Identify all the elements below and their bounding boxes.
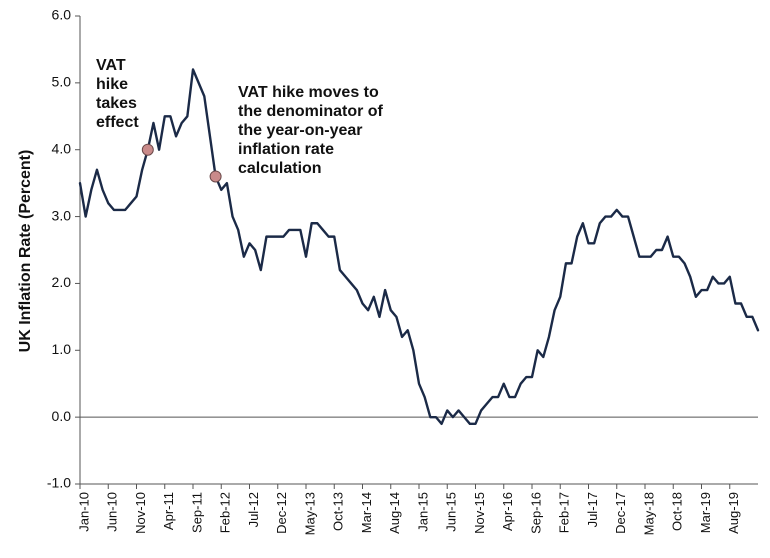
x-tick-label: Jun-15 bbox=[444, 492, 459, 532]
x-tick-label: Oct-13 bbox=[331, 492, 346, 531]
x-tick-label: Apr-11 bbox=[161, 492, 176, 530]
annotation-text: VAT hike takes effect bbox=[96, 57, 139, 131]
y-tick-label: 2.0 bbox=[52, 274, 72, 290]
x-tick-label: Feb-12 bbox=[218, 492, 233, 533]
y-tick-label: -1.0 bbox=[47, 475, 71, 491]
x-tick-label: Mar-14 bbox=[359, 492, 374, 533]
annotation-text: VAT hike moves to the denominator of the y… bbox=[238, 84, 384, 177]
x-tick-label: Nov-15 bbox=[472, 492, 487, 534]
y-tick-label: 1.0 bbox=[52, 341, 72, 357]
x-tick-label: Oct-18 bbox=[670, 492, 685, 531]
x-tick-label: Aug-14 bbox=[387, 492, 402, 534]
x-tick-label: Feb-17 bbox=[557, 492, 572, 533]
y-tick-label: 6.0 bbox=[52, 7, 72, 23]
axes bbox=[75, 15, 758, 489]
annotation-markers bbox=[141, 143, 222, 183]
x-tick-label: Nov-10 bbox=[133, 492, 148, 534]
x-tick-label: Jan-10 bbox=[76, 492, 91, 532]
x-tick-label: Jun-10 bbox=[105, 492, 120, 532]
y-axis-label: UK Inflation Rate (Percent) bbox=[17, 150, 34, 353]
y-tick-label: 3.0 bbox=[52, 207, 72, 223]
x-tick-label: Jul-17 bbox=[585, 492, 600, 527]
tick-labels: -1.0 0.0 1.0 2.0 3.0 4.0 5.0 6.0 Jan-10 Jun-10 Nov… bbox=[47, 7, 741, 536]
annotation-marker bbox=[141, 143, 154, 156]
annotation-marker bbox=[209, 170, 222, 183]
x-tick-label: Sep-16 bbox=[528, 492, 543, 534]
x-tick-label: Jul-12 bbox=[246, 492, 261, 527]
x-tick-label: Sep-11 bbox=[189, 492, 204, 533]
x-tick-label: May-13 bbox=[302, 492, 317, 535]
x-tick-label: Dec-12 bbox=[274, 492, 289, 534]
x-tick-label: Jan-15 bbox=[415, 492, 430, 532]
annotations: VAT hike takes effect VAT hike moves to the d… bbox=[96, 57, 384, 177]
x-tick-label: Dec-17 bbox=[613, 492, 628, 534]
x-tick-label: Mar-19 bbox=[698, 492, 713, 533]
y-tick-label: 4.0 bbox=[52, 140, 72, 156]
y-tick-label: 5.0 bbox=[52, 74, 72, 90]
y-tick-label: 0.0 bbox=[52, 408, 72, 424]
x-tick-label: Apr-16 bbox=[500, 492, 515, 531]
x-tick-label: Aug-19 bbox=[726, 492, 741, 534]
series-line bbox=[78, 68, 760, 426]
x-tick-label: May-18 bbox=[641, 492, 656, 535]
